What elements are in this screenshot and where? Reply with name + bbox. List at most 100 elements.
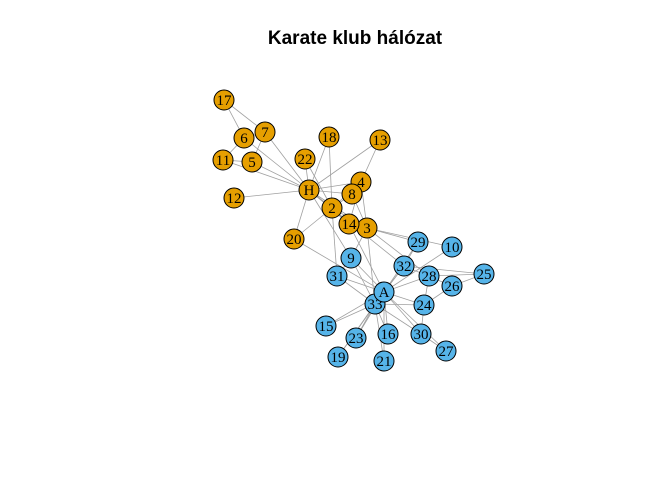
node-14[interactable]: 14 [338,213,360,235]
node-label: 26 [445,279,461,295]
node-2[interactable]: 2 [321,197,343,219]
node-circle [377,323,399,345]
node-label: 21 [377,354,392,370]
node-circle [254,121,276,143]
node-H[interactable]: H [298,179,320,201]
node-29[interactable]: 29 [407,231,429,253]
node-label: 24 [417,298,433,314]
node-label: 29 [411,235,426,251]
node-label: H [304,183,315,199]
node-30[interactable]: 30 [410,323,432,345]
node-label: 13 [373,133,388,149]
node-circle [294,148,316,170]
node-circle [407,231,429,253]
node-circle [341,183,363,205]
node-7[interactable]: 7 [254,121,276,143]
node-label: 2 [328,201,336,217]
node-circle [338,213,360,235]
node-32[interactable]: 32 [393,255,415,277]
node-label: 5 [248,155,256,171]
edge-H-9 [308,189,352,259]
node-label: 14 [342,217,358,233]
node-label: A [379,285,390,301]
edge-H-11 [222,159,310,191]
node-circle [369,129,391,151]
node-label: 31 [330,269,345,285]
node-5[interactable]: 5 [241,151,263,173]
node-8[interactable]: 8 [341,183,363,205]
node-19[interactable]: 19 [327,346,349,368]
edge-27-A [383,291,447,352]
node-label: 25 [477,267,492,283]
node-label: 22 [298,152,313,168]
node-17[interactable]: 17 [213,89,235,111]
node-circle [345,327,367,349]
node-label: 28 [422,269,437,285]
node-circle [326,265,348,287]
node-22[interactable]: 22 [294,148,316,170]
node-circle [441,275,463,297]
node-label: 8 [348,187,356,203]
node-label: 12 [227,191,242,207]
node-25[interactable]: 25 [473,263,495,285]
node-label: 17 [217,93,233,109]
node-label: 19 [331,350,346,366]
edge-14-A [348,223,385,293]
node-label: 9 [347,251,355,267]
node-circle [373,350,395,372]
edge-H-13 [308,139,381,191]
node-21[interactable]: 21 [373,350,395,372]
node-3[interactable]: 3 [356,217,378,239]
node-circle [213,89,235,111]
node-26[interactable]: 26 [441,275,463,297]
edge-3-28 [366,227,430,277]
node-circle [393,255,415,277]
node-circle [321,197,343,219]
node-label: 30 [414,327,429,343]
node-12[interactable]: 12 [223,187,245,209]
node-circle [223,187,245,209]
edge-H-7 [264,131,310,191]
node-circle [327,346,349,368]
node-15[interactable]: 15 [315,315,337,337]
chart-title: Karate klub hálózat [267,28,443,49]
edge-2-31 [331,207,338,277]
node-A[interactable]: A [373,281,395,303]
node-10[interactable]: 10 [441,236,463,258]
node-16[interactable]: 16 [377,323,399,345]
node-circle [212,149,234,171]
node-label: 11 [216,153,230,169]
node-label: 15 [319,319,334,335]
node-circle [410,323,432,345]
node-label: 10 [445,240,460,256]
node-circle [315,315,337,337]
node-label: 6 [240,131,248,147]
node-9[interactable]: 9 [340,247,362,269]
node-24[interactable]: 24 [413,294,435,316]
node-31[interactable]: 31 [326,265,348,287]
node-6[interactable]: 6 [233,127,255,149]
node-label: 4 [357,175,365,191]
edge-H-6 [243,137,310,191]
node-label: 20 [287,232,302,248]
edge-25-32 [403,265,485,275]
node-label: 7 [261,125,269,141]
node-23[interactable]: 23 [345,327,367,349]
node-11[interactable]: 11 [212,149,234,171]
node-circle [473,263,495,285]
node-circle [283,228,305,250]
node-circle [435,340,457,362]
node-label: 32 [397,259,412,275]
node-circle [418,265,440,287]
node-13[interactable]: 13 [369,129,391,151]
edge-10-A [383,246,453,293]
node-27[interactable]: 27 [435,340,457,362]
node-18[interactable]: 18 [318,126,340,148]
node-label: 3 [363,221,371,237]
node-28[interactable]: 28 [418,265,440,287]
node-circle [298,179,320,201]
node-circle [318,126,340,148]
node-20[interactable]: 20 [283,228,305,250]
node-circle [340,247,362,269]
